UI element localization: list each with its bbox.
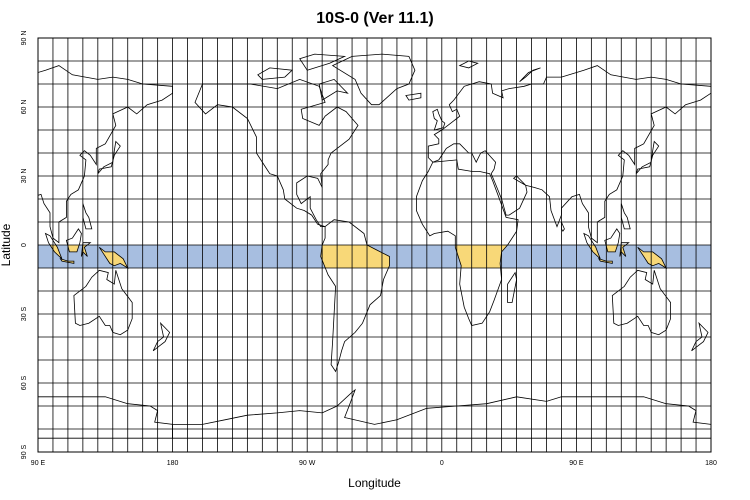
y-tick-label: 0 (21, 243, 28, 247)
coastline-philippines (620, 203, 631, 230)
coastline-arctic-islands-1 (257, 67, 294, 80)
band-land-eurasia (428, 66, 711, 243)
coastline-africa (416, 159, 519, 326)
coastline-eurasia (38, 65, 173, 244)
coastline-java (59, 258, 75, 264)
band-land-new-guinea (99, 247, 128, 268)
x-tick-label: 180 (167, 460, 179, 467)
y-tick-label: 60 S (21, 375, 28, 390)
coastline-antarctica (172, 388, 711, 439)
band-land-south-america (320, 245, 390, 268)
x-tick-label: 90 E (31, 460, 46, 467)
x-tick-label: 90 E (569, 460, 584, 467)
coastline-sri-lanka (561, 221, 565, 232)
coastline-borneo (604, 228, 621, 253)
coastline-madagascar (507, 271, 518, 303)
band-land-new-guinea (637, 247, 667, 268)
x-axis-label: Longitude (348, 476, 401, 490)
coastlines (38, 53, 711, 439)
band-land-africa (455, 245, 508, 268)
coastline-new-zealand (152, 321, 171, 352)
y-tick-label: 60 N (21, 100, 28, 115)
x-tick-label: 180 (705, 460, 717, 467)
band-land-eurasia (0, 66, 173, 243)
coastline-south-america (320, 219, 390, 373)
band-land-antarctica (711, 390, 750, 438)
coastline-svalbard (458, 60, 479, 69)
coastline-eurasia (427, 65, 711, 244)
coastline-novaya-zemlya (519, 67, 541, 83)
coastline-borneo (65, 228, 82, 253)
coastline-sulawesi (619, 242, 630, 257)
coastline-new-zealand (691, 321, 709, 352)
coastline-iceland (405, 92, 422, 101)
coastline-new-guinea (98, 246, 129, 270)
coastline-sumatra (583, 232, 601, 260)
y-tick-labels: 90 N 60 N 30 N 0 30 S 60 S 90 S (21, 31, 28, 460)
coastline-ellesmere (299, 53, 347, 71)
band-land-borneo (606, 245, 618, 252)
y-tick-label: 90 S (21, 444, 28, 459)
coastline-new-guinea (637, 246, 668, 270)
coastline-uk (432, 108, 446, 131)
coastline-greenland (331, 53, 416, 106)
y-tick-label: 30 S (21, 306, 28, 321)
coastline-japan (97, 140, 121, 174)
coastline-japan (635, 140, 660, 174)
graticule-grid (37, 37, 712, 453)
coastline-sulawesi (81, 242, 92, 257)
coastline-north-america (194, 78, 359, 227)
coastline-australia (611, 269, 671, 336)
band-land-greenland (333, 54, 415, 105)
y-tick-label: 90 N (21, 31, 28, 46)
coastline-australia (73, 269, 133, 336)
x-tick-label: 90 W (299, 460, 316, 467)
x-tick-labels: 90 E 180 90 W 0 90 E 180 (31, 460, 717, 467)
y-tick-label: 30 N (21, 169, 28, 184)
coastline-antarctica (38, 396, 173, 439)
coastline-antarctica (710, 424, 711, 439)
band-land-uk (433, 109, 445, 130)
band-land-borneo (67, 245, 80, 252)
coastline-philippines (82, 203, 93, 230)
map-title: 10S-0 (Ver 11.1) (316, 10, 434, 27)
map-frame (37, 37, 712, 453)
coastline-sumatra (44, 232, 63, 260)
coastline-java (597, 258, 613, 264)
coastline-baffin (318, 78, 349, 101)
y-axis-label: Latitude (0, 223, 13, 267)
x-tick-label: 0 (440, 460, 444, 467)
